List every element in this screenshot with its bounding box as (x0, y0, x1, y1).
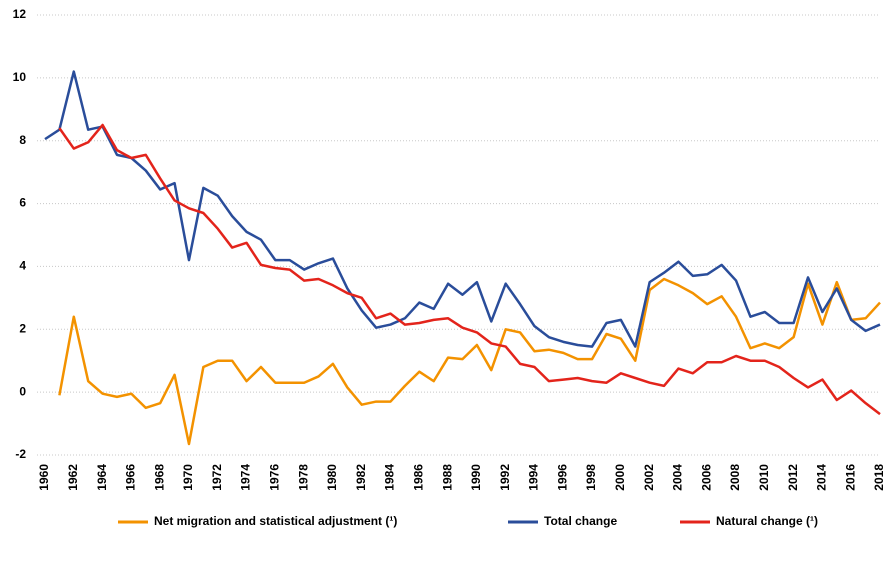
x-tick-label: 1990 (469, 464, 483, 491)
series-line (58, 123, 881, 416)
x-tick-label: 1974 (239, 464, 253, 491)
x-tick-label: 1996 (555, 464, 569, 491)
x-tick-label: 1984 (383, 464, 397, 491)
x-tick-label: 2016 (843, 464, 857, 491)
x-tick-label: 1966 (124, 464, 138, 491)
x-tick-label: 1964 (95, 464, 109, 491)
x-tick-label: 1972 (210, 464, 224, 491)
x-tick-label: 1960 (37, 464, 51, 491)
x-tick-label: 1994 (527, 464, 541, 491)
x-tick-label: 1980 (325, 464, 339, 491)
x-tick-label: 2002 (642, 464, 656, 491)
x-tick-label: 2014 (815, 464, 829, 491)
x-tick-label: 1970 (181, 464, 195, 491)
y-tick-label: 0 (19, 384, 26, 398)
x-tick-label: 2008 (728, 464, 742, 491)
x-tick-label: 1962 (66, 464, 80, 491)
series-line (58, 277, 881, 446)
x-tick-label: 2004 (671, 464, 685, 491)
x-tick-label: 2006 (699, 464, 713, 491)
series-line (44, 70, 881, 348)
x-tick-label: 1978 (296, 464, 310, 491)
y-tick-label: 2 (19, 321, 26, 335)
x-tick-label: 2010 (757, 464, 771, 491)
y-tick-label: 12 (13, 7, 27, 21)
x-tick-label: 1988 (440, 464, 454, 491)
x-tick-label: 1976 (268, 464, 282, 491)
legend-label: Natural change (¹) (716, 514, 818, 528)
x-tick-label: 2012 (786, 464, 800, 491)
x-tick-label: 2000 (613, 464, 627, 491)
x-tick-label: 1986 (411, 464, 425, 491)
x-tick-label: 2018 (872, 464, 886, 491)
x-tick-label: 1982 (354, 464, 368, 491)
legend-label: Total change (544, 514, 617, 528)
y-tick-label: -2 (15, 447, 26, 461)
y-tick-label: 6 (19, 196, 26, 210)
legend-label: Net migration and statistical adjustment… (154, 514, 397, 528)
y-tick-label: 4 (19, 259, 26, 273)
x-tick-label: 1968 (152, 464, 166, 491)
x-tick-label: 1992 (498, 464, 512, 491)
x-tick-label: 1998 (584, 464, 598, 491)
y-tick-label: 8 (19, 133, 26, 147)
y-tick-label: 10 (13, 70, 27, 84)
